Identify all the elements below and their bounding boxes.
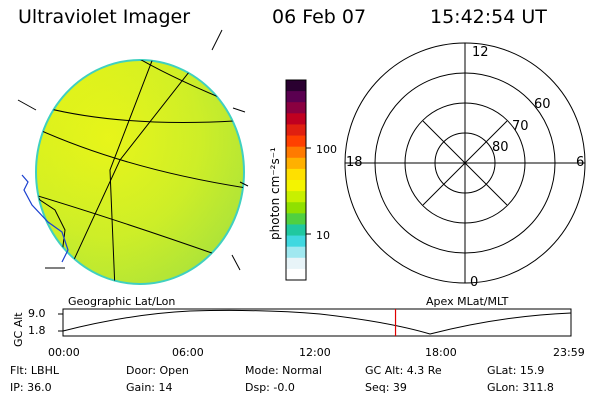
info-dsp: Dsp: -0.0: [245, 381, 295, 394]
colorbar-swatch: [286, 213, 306, 225]
geo-panel-label: Geographic Lat/Lon: [68, 295, 176, 308]
alt-xtick-1200: 12:00: [299, 346, 331, 359]
colorbar-swatch: [286, 135, 306, 148]
colorbar-tick-10: 10: [316, 229, 330, 242]
colorbar-swatch: [286, 246, 306, 259]
info-ip: IP: 36.0: [10, 381, 52, 394]
alt-ytick-1-8: 1.8: [28, 324, 46, 337]
colorbar-swatch: [286, 224, 306, 237]
colorbar-swatch: [286, 202, 306, 214]
colorbar-swatch: [286, 257, 306, 270]
info-flt: Flt: LBHL: [10, 364, 59, 377]
polar-mlat-mlt-plot: [344, 42, 586, 284]
mlat-label-80: 80: [492, 140, 509, 155]
colorbar-swatch: [286, 180, 306, 192]
colorbar-swatch: [286, 80, 306, 92]
alt-xtick-0000: 00:00: [48, 346, 80, 359]
alt-xtick-2359: 23:59: [553, 346, 585, 359]
colorbar-swatch: [286, 235, 306, 248]
colorbar-swatch: [286, 102, 306, 114]
colorbar-swatch: [286, 113, 306, 125]
time-label: 15:42:54 UT: [430, 6, 547, 28]
mlat-label-70: 70: [512, 119, 529, 134]
mlt-label-18: 18: [346, 155, 363, 170]
colorbar-swatch: [286, 157, 306, 170]
colorbar-tick-100: 100: [316, 143, 337, 156]
info-gc-alt: GC Alt: 4.3 Re: [365, 364, 442, 377]
mlat-label-60: 60: [534, 97, 551, 112]
date-label: 06 Feb 07: [272, 6, 367, 28]
altitude-plot: [58, 308, 572, 337]
alt-axis-label: GC Alt: [12, 312, 25, 347]
mlt-label-0: 0: [470, 275, 479, 290]
mlt-label-12: 12: [472, 45, 489, 60]
alt-xtick-1800: 18:00: [425, 346, 457, 359]
info-mode: Mode: Normal: [245, 364, 322, 377]
info-seq: Seq: 39: [365, 381, 407, 394]
colorbar-swatch: [286, 191, 306, 203]
alt-ytick-9: 9.0: [28, 307, 46, 320]
colorbar-swatch: [286, 91, 306, 103]
colorbar-swatch: [286, 124, 306, 137]
polar-panel-label: Apex MLat/MLT: [426, 295, 509, 308]
app-title: Ultraviolet Imager: [18, 6, 191, 28]
info-glat: GLat: 15.9: [487, 364, 545, 377]
colorbar-swatch: [286, 268, 306, 281]
alt-xtick-0600: 06:00: [172, 346, 204, 359]
colorbar-swatch: [286, 168, 306, 181]
mlt-label-6: 6: [576, 155, 585, 170]
info-door: Door: Open: [126, 364, 189, 377]
info-gain: Gain: 14: [126, 381, 173, 394]
uv-earth-image: [17, 29, 249, 285]
colorbar-swatch: [286, 146, 306, 159]
colorbar: [285, 79, 311, 281]
info-glon: GLon: 311.8: [487, 381, 554, 394]
colorbar-unit-label: photon cm⁻²s⁻¹: [268, 147, 282, 240]
